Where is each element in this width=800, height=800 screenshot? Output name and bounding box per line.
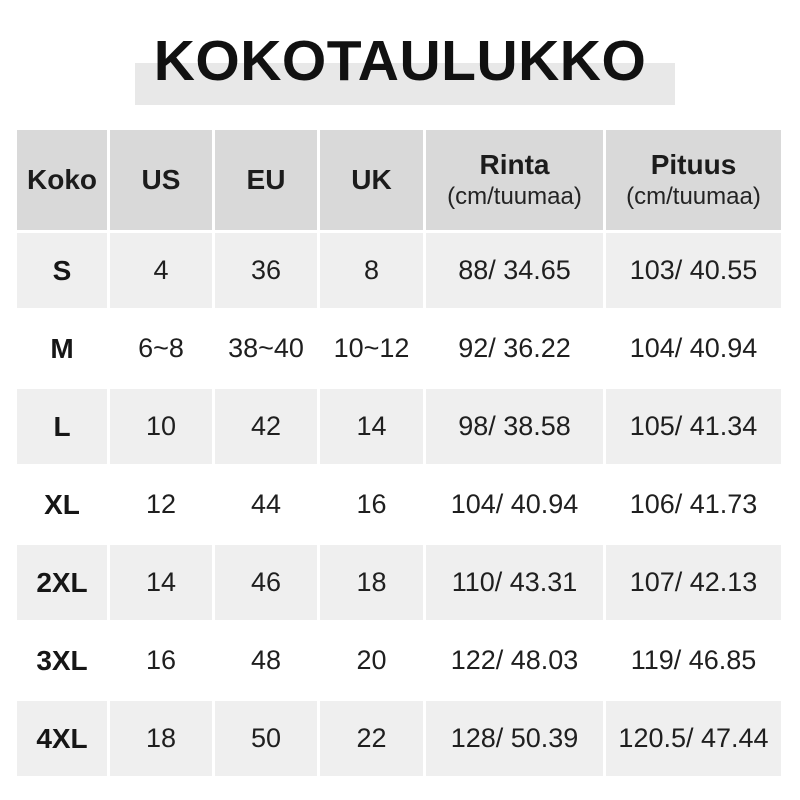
table-cell: 92/ 36.22 (426, 311, 603, 386)
table-cell: 10 (110, 389, 212, 464)
table-row-m: M 6~8 38~40 10~12 92/ 36.22 104/ 40.94 (17, 311, 781, 386)
size-label-cell: S (17, 233, 107, 308)
table-cell: 122/ 48.03 (426, 623, 603, 698)
title-section: KOKOTAULUKKO (0, 0, 800, 120)
table-cell: 38~40 (215, 311, 317, 386)
table-cell: 36 (215, 233, 317, 308)
column-subheader: (cm/tuumaa) (447, 182, 582, 210)
table-cell: 42 (215, 389, 317, 464)
table-cell: 14 (110, 545, 212, 620)
column-header-koko: Koko (17, 130, 107, 230)
table-cell: 105/ 41.34 (606, 389, 781, 464)
table-cell: 110/ 43.31 (426, 545, 603, 620)
table-cell: 16 (320, 467, 423, 542)
table-cell: 6~8 (110, 311, 212, 386)
table-cell: 120.5/ 47.44 (606, 701, 781, 776)
table-cell: 12 (110, 467, 212, 542)
table-cell: 104/ 40.94 (606, 311, 781, 386)
table-cell: 103/ 40.55 (606, 233, 781, 308)
table-cell: 20 (320, 623, 423, 698)
column-header-rinta: Rinta (cm/tuumaa) (426, 130, 603, 230)
table-row-3xl: 3XL 16 48 20 122/ 48.03 119/ 46.85 (17, 623, 781, 698)
size-label-cell: 3XL (17, 623, 107, 698)
column-header-uk: UK (320, 130, 423, 230)
table-cell: 104/ 40.94 (426, 467, 603, 542)
size-label-cell: 2XL (17, 545, 107, 620)
title-highlight-band (135, 63, 675, 105)
table-cell: 8 (320, 233, 423, 308)
table-row-2xl: 2XL 14 46 18 110/ 43.31 107/ 42.13 (17, 545, 781, 620)
size-label-cell: XL (17, 467, 107, 542)
table-cell: 44 (215, 467, 317, 542)
size-label-cell: L (17, 389, 107, 464)
size-table-body: S 4 36 8 88/ 34.65 103/ 40.55 M 6~8 38~40 10~12 92… (17, 233, 781, 776)
table-cell: 16 (110, 623, 212, 698)
table-cell: 18 (320, 545, 423, 620)
page-title: KOKOTAULUKKO (153, 29, 647, 93)
table-cell: 88/ 34.65 (426, 233, 603, 308)
table-cell: 119/ 46.85 (606, 623, 781, 698)
table-cell: 98/ 38.58 (426, 389, 603, 464)
column-header-eu: EU (215, 130, 317, 230)
size-label-cell: M (17, 311, 107, 386)
table-row-4xl: 4XL 18 50 22 128/ 50.39 120.5/ 47.44 (17, 701, 781, 776)
table-cell: 48 (215, 623, 317, 698)
table-row-l: L 10 42 14 98/ 38.58 105/ 41.34 (17, 389, 781, 464)
size-table-header: Koko US EU UK Rinta (cm/tuumaa) Pituus (cm/tuum… (17, 130, 781, 230)
table-cell: 50 (215, 701, 317, 776)
column-header-pituus: Pituus (cm/tuumaa) (606, 130, 781, 230)
table-cell: 14 (320, 389, 423, 464)
table-cell: 106/ 41.73 (606, 467, 781, 542)
table-cell: 18 (110, 701, 212, 776)
table-row-xl: XL 12 44 16 104/ 40.94 106/ 41.73 (17, 467, 781, 542)
column-subheader: (cm/tuumaa) (626, 182, 761, 210)
column-header-us: US (110, 130, 212, 230)
table-cell: 46 (215, 545, 317, 620)
table-cell: 10~12 (320, 311, 423, 386)
table-cell: 4 (110, 233, 212, 308)
table-cell: 22 (320, 701, 423, 776)
table-row-s: S 4 36 8 88/ 34.65 103/ 40.55 (17, 233, 781, 308)
size-label-cell: 4XL (17, 701, 107, 776)
table-cell: 107/ 42.13 (606, 545, 781, 620)
table-cell: 128/ 50.39 (426, 701, 603, 776)
size-table: Koko US EU UK Rinta (cm/tuumaa) Pituus (cm/tuum… (14, 127, 784, 779)
header-row: Koko US EU UK Rinta (cm/tuumaa) Pituus (cm/tuum… (17, 130, 781, 230)
